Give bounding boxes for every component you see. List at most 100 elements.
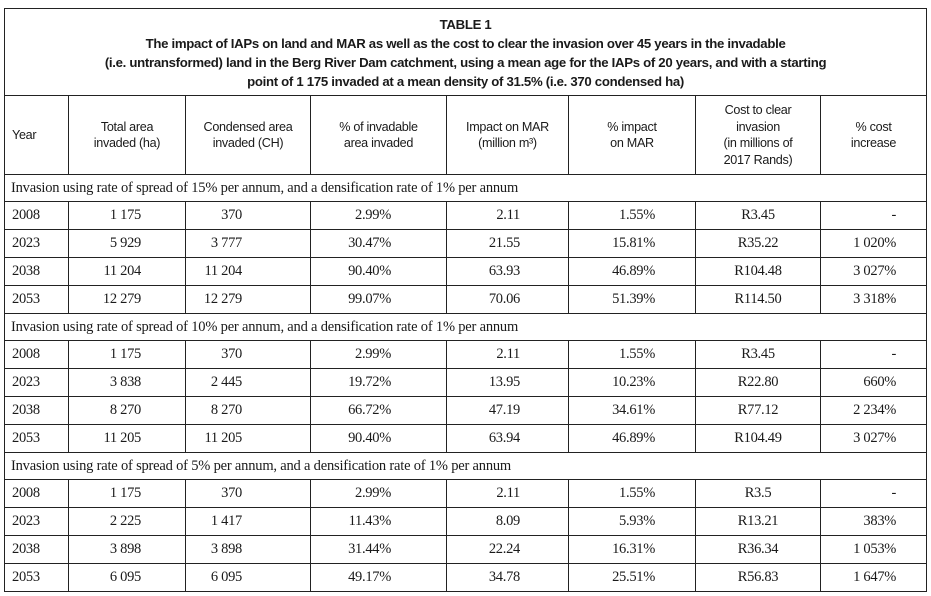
table-cell: 47.19	[446, 396, 569, 425]
table-cell: 1 020%	[819, 229, 928, 258]
table-cell: 2 234%	[819, 396, 928, 425]
table-cell: 11 205	[185, 424, 311, 453]
table-body: Invasion using rate of spread of 15% per…	[3, 174, 928, 592]
column-header-line: Year	[12, 127, 37, 142]
table-cell: 3 318%	[819, 285, 928, 314]
table-cell: 49.17%	[310, 563, 447, 592]
table-cell: R36.34	[695, 535, 821, 564]
table-row: 2038 3 898 3 898 31.44% 22.24 16.31% R36.34 1 0…	[4, 535, 928, 564]
table-cell: 3 777	[185, 229, 311, 258]
table-cell: 2.11	[446, 479, 569, 508]
table-title: TABLE 1 The impact of IAPs on land and M…	[3, 8, 928, 96]
column-header-line: Impact on MAR	[466, 119, 549, 134]
column-header: Impact on MAR (million m³)	[446, 95, 569, 175]
table-caption-line: (i.e. untransformed) land in the Berg Ri…	[104, 55, 827, 70]
column-header-line: % cost	[855, 119, 892, 134]
table-cell: 46.89%	[568, 424, 696, 453]
column-header: % impact on MAR	[568, 95, 696, 175]
column-header-line: % of invadable	[339, 119, 418, 134]
table-cell: 16.31%	[568, 535, 696, 564]
table-cell: 1 175	[68, 340, 186, 369]
table-cell: 1 175	[68, 201, 186, 230]
table-cell: -	[819, 201, 928, 230]
table-cell: 31.44%	[310, 535, 447, 564]
table-cell: 2023	[4, 368, 69, 397]
table-cell: 2 225	[68, 507, 186, 536]
table-cell: 2.99%	[310, 340, 447, 369]
table-row: 2023 5 929 3 777 30.47% 21.55 15.81% R35.22 1 0…	[4, 229, 928, 258]
column-header: Condensed area invaded (CH)	[185, 95, 311, 175]
table-cell: 2038	[4, 257, 69, 286]
table-row: 2008 1 175 370 2.99% 2.11 1.55% R3.45-	[4, 340, 928, 369]
table-cell: 8.09	[446, 507, 569, 536]
table-cell: 1.55%	[568, 340, 696, 369]
table-cell: 63.94	[446, 424, 569, 453]
table-cell: 3 898	[68, 535, 186, 564]
section-row: Invasion using rate of spread of 5% per …	[3, 452, 928, 480]
table-cell: 370	[185, 201, 311, 230]
table-cell: 30.47%	[310, 229, 447, 258]
table-cell: 21.55	[446, 229, 569, 258]
table-row: 2008 1 175 370 2.99% 2.11 1.55% R3.45-	[4, 201, 928, 230]
column-header: Year	[4, 95, 69, 175]
table-cell: R104.49	[695, 424, 821, 453]
table-cell: 22.24	[446, 535, 569, 564]
table-cell: 66.72%	[310, 396, 447, 425]
table-cell: 2023	[4, 229, 69, 258]
table-cell: 99.07%	[310, 285, 447, 314]
table-cell: 1 417	[185, 507, 311, 536]
column-header-line: invasion	[736, 119, 780, 134]
table-cell: 70.06	[446, 285, 569, 314]
table-cell: 2053	[4, 285, 69, 314]
table-cell: R104.48	[695, 257, 821, 286]
table-cell: -	[819, 340, 928, 369]
column-header: Cost to clear invasion (in millions of 2017…	[695, 95, 821, 175]
column-header-line: % impact	[607, 119, 657, 134]
column-header-line: (million m³)	[478, 136, 537, 150]
column-header-line: invaded (CH)	[212, 136, 284, 150]
table-cell: 3 838	[68, 368, 186, 397]
table-row: 2008 1 175 370 2.99% 2.11 1.55% R3.5-	[4, 479, 928, 508]
section-title: Invasion using rate of spread of 5% per …	[3, 452, 928, 480]
table-cell: 25.51%	[568, 563, 696, 592]
column-header-line: Total area	[100, 119, 154, 134]
section-title: Invasion using rate of spread of 15% per…	[3, 174, 928, 202]
table-caption-line: The impact of IAPs on land and MAR as we…	[145, 36, 786, 51]
table-cell: R35.22	[695, 229, 821, 258]
table-cell: 2.11	[446, 201, 569, 230]
table-cell: 11.43%	[310, 507, 447, 536]
table-cell: 370	[185, 340, 311, 369]
table-row: 2038 8 270 8 270 66.72% 47.19 34.61% R77.12 2 2…	[4, 396, 928, 425]
table-cell: 660%	[819, 368, 928, 397]
table-row: 2023 2 225 1 417 11.43% 8.09 5.93% R13.21 383%	[4, 507, 928, 536]
column-header-line: invaded (ha)	[93, 136, 161, 150]
table-cell: 90.40%	[310, 424, 447, 453]
table-cell: 1 175	[68, 479, 186, 508]
table-cell: 3 898	[185, 535, 311, 564]
table-cell: 3 027%	[819, 424, 928, 453]
table-cell: 10.23%	[568, 368, 696, 397]
column-header: Total area invaded (ha)	[68, 95, 186, 175]
table-cell: 3 027%	[819, 257, 928, 286]
table-cell: 12 279	[185, 285, 311, 314]
header-row: Year Total area invaded (ha) Condensed area…	[4, 95, 928, 175]
table-cell: 8 270	[68, 396, 186, 425]
table-cell: 2038	[4, 535, 69, 564]
table-row: 2023 3 838 2 445 19.72% 13.95 10.23% R22.80 660…	[4, 368, 928, 397]
table-cell: 11 204	[185, 257, 311, 286]
table-cell: 6 095	[185, 563, 311, 592]
table-cell: 1 053%	[819, 535, 928, 564]
table-cell: R3.45	[695, 201, 821, 230]
column-header-line: 2017 Rands)	[723, 152, 793, 167]
table-cell: R56.83	[695, 563, 821, 592]
table-cell: 90.40%	[310, 257, 447, 286]
table-cell: R77.12	[695, 396, 821, 425]
table-row: 2038 11 204 11 204 90.40% 63.93 46.89% R104.48…	[4, 257, 928, 286]
table-cell: 6 095	[68, 563, 186, 592]
table-cell: 12 279	[68, 285, 186, 314]
column-header: % of invadable area invaded	[310, 95, 447, 175]
section-row: Invasion using rate of spread of 15% per…	[3, 174, 928, 202]
table-cell: 51.39%	[568, 285, 696, 314]
table-row: 2053 12 279 12 279 99.07% 70.06 51.39% R114.50…	[4, 285, 928, 314]
table-cell: 5.93%	[568, 507, 696, 536]
